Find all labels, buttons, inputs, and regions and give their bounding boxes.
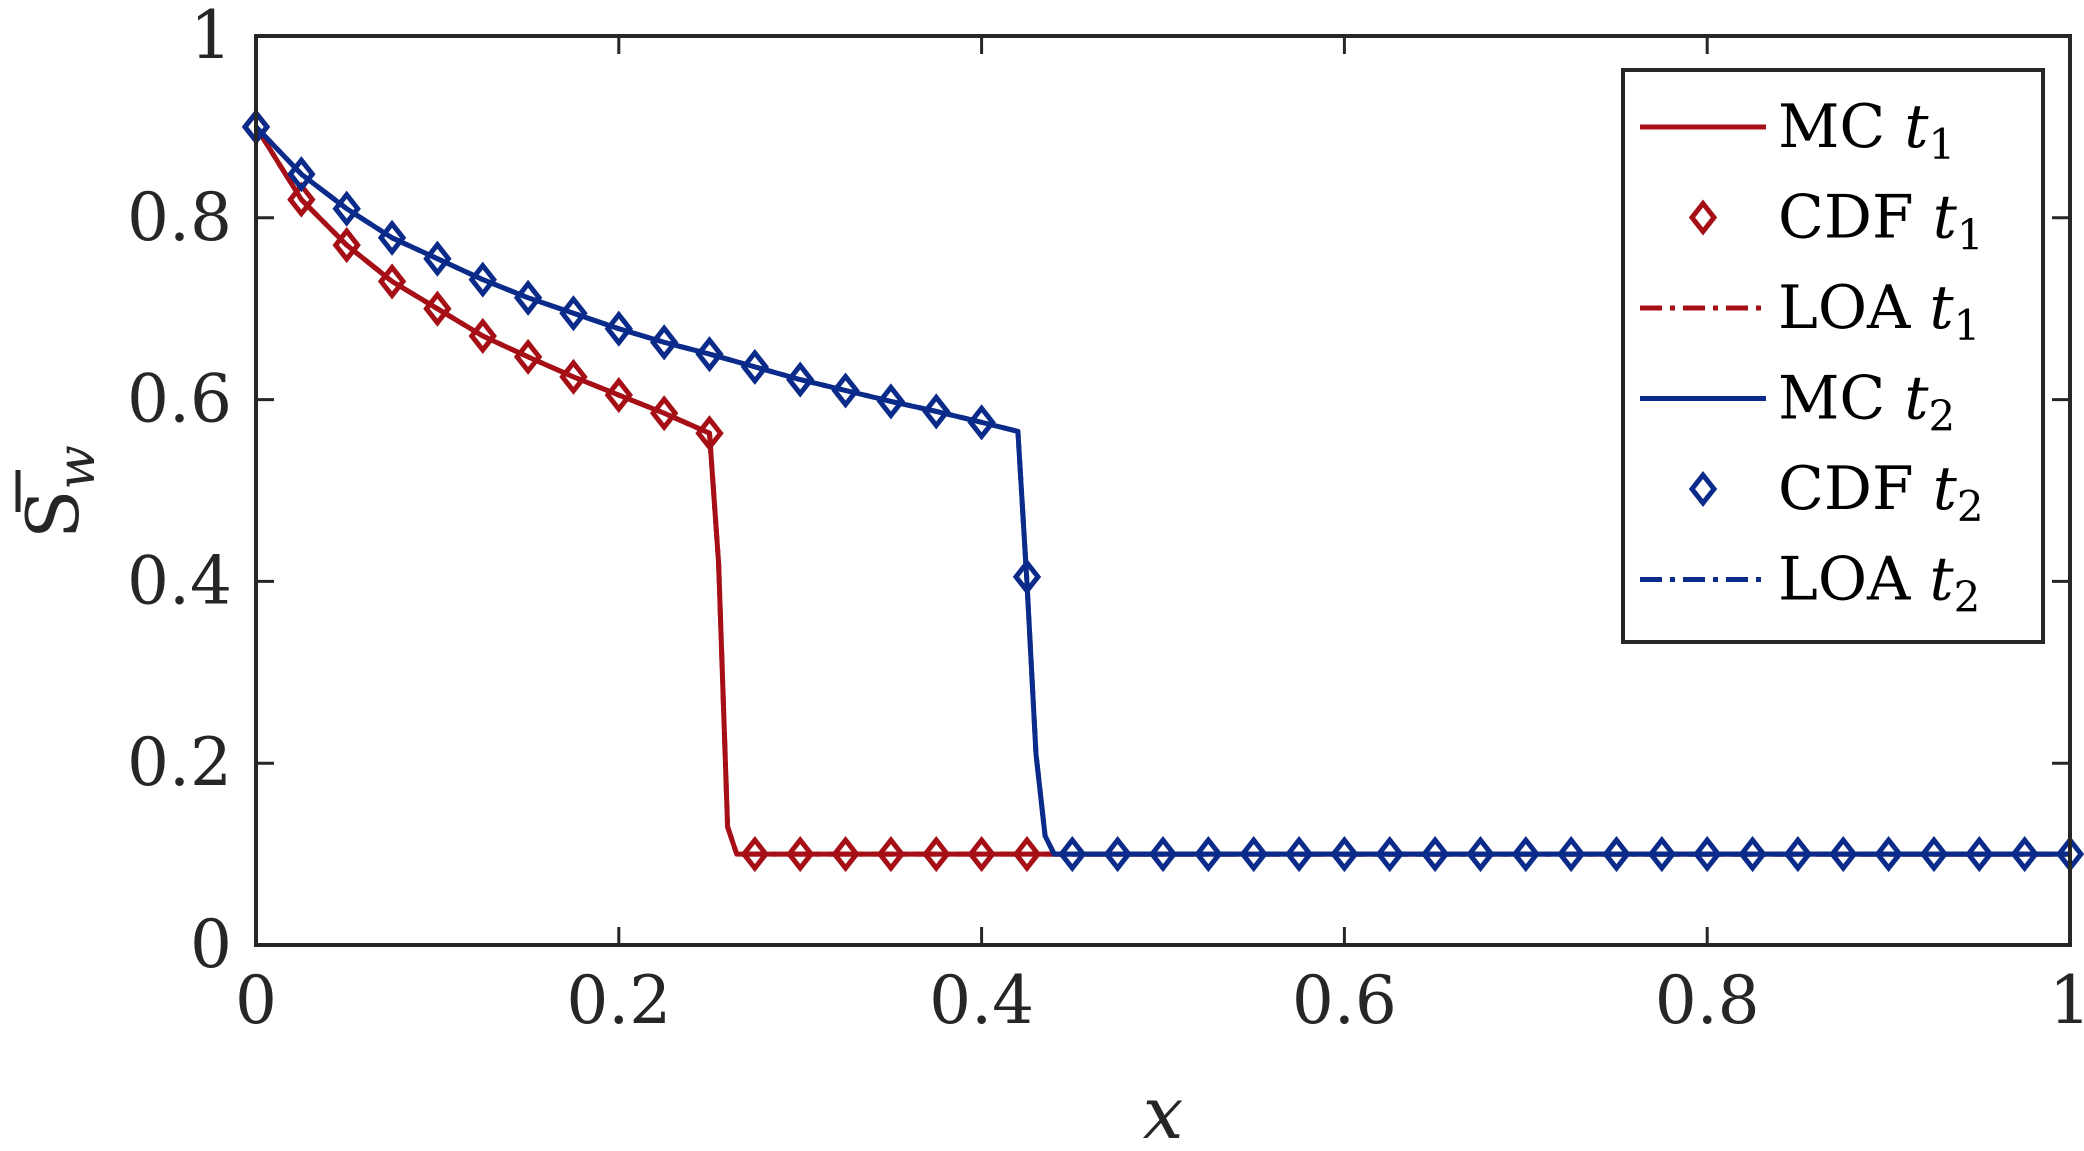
data-point (1012, 836, 1042, 873)
y-tick-label: 0.8 (127, 179, 232, 256)
data-point (1556, 836, 1586, 873)
data-point (649, 324, 679, 361)
plot-frame (254, 34, 2072, 947)
data-point (695, 336, 724, 373)
data-point (831, 836, 860, 873)
legend-marker (1688, 470, 1718, 508)
data-point (604, 377, 633, 414)
data-point (1738, 836, 1767, 873)
data-point (1874, 836, 1903, 873)
data-point (1239, 836, 1268, 873)
x-tick-label: 0.2 (566, 962, 671, 1039)
series-line (253, 125, 2070, 857)
data-point (1829, 836, 1858, 873)
data-point (1783, 836, 1813, 873)
data-point (287, 181, 316, 218)
data-point (1058, 836, 1087, 873)
data-point (1919, 836, 1949, 873)
y-axis-label-sub: w (47, 445, 107, 490)
data-point (740, 348, 770, 385)
legend-label: LOA t1 (1778, 273, 1980, 350)
series-loa-t2 (254, 125, 2070, 857)
data-point (377, 219, 407, 256)
data-point (831, 372, 860, 409)
tick-layer: 0 0.2 0.4 0.6 0.8 1 0 0.2 0.4 0.6 0.8 1 (127, 0, 2084, 1039)
legend-item: MC t1 (1640, 92, 1955, 169)
data-point (922, 393, 951, 430)
y-tick-label: 1 (190, 0, 232, 74)
legend-item: LOA t2 (1640, 545, 1980, 622)
legend-label: CDF t1 (1778, 183, 1984, 260)
data-point (1602, 836, 1631, 873)
data-point (786, 361, 815, 398)
data-point (1284, 836, 1314, 873)
data-point (1965, 836, 1994, 873)
data-point (967, 836, 996, 873)
series-line (254, 125, 2070, 857)
legend-label: CDF t2 (1778, 454, 1984, 531)
data-point (876, 836, 906, 873)
x-tick-label: 0.8 (1655, 962, 1760, 1039)
y-tick-label: 0.4 (127, 542, 232, 619)
data-point (1693, 836, 1722, 873)
legend-entries: MC t1 CDF t1 LOA t1 MC t2 CDF t2 LOA t2 (1640, 92, 1984, 622)
data-point (876, 383, 906, 420)
data-point (1511, 836, 1540, 873)
data-point (377, 263, 407, 300)
data-point (604, 310, 633, 347)
legend-item: CDF t1 (1688, 183, 1984, 260)
data-point (1330, 836, 1359, 873)
data-point (332, 190, 361, 227)
y-tick-label: 0 (190, 906, 232, 983)
legend-item: LOA t1 (1640, 273, 1980, 350)
x-tick-label: 0.4 (929, 962, 1034, 1039)
y-axis-label: Sw (11, 445, 107, 539)
data-point (2010, 836, 2039, 873)
data-point (922, 836, 951, 873)
legend-marker (1688, 199, 1718, 236)
data-point (1647, 836, 1677, 873)
y-tick-label: 0.6 (127, 361, 232, 438)
data-point (1420, 836, 1450, 873)
data-point (649, 395, 679, 432)
legend-label: LOA t2 (1778, 545, 1980, 622)
data-point (1103, 836, 1132, 873)
data-point (1194, 836, 1223, 873)
x-tick-label: 0 (235, 962, 277, 1039)
legend: MC t1 CDF t1 LOA t1 MC t2 CDF t2 LOA t2 (1621, 68, 2045, 644)
legend-label: MC t1 (1778, 92, 1955, 169)
legend-item: MC t2 (1640, 364, 1955, 441)
data-point (786, 836, 815, 873)
data-point (967, 404, 996, 441)
y-axis-label-base: S (11, 490, 95, 539)
x-tick-label: 1 (2049, 962, 2084, 1039)
data-point (740, 836, 770, 873)
svg-text:Sw: Sw (11, 445, 107, 539)
series-layer (241, 108, 2084, 873)
data-point (423, 290, 452, 327)
y-tick-label: 0.2 (127, 724, 232, 801)
legend-label: MC t2 (1778, 364, 1955, 441)
x-tick-label: 0.6 (1292, 962, 1397, 1039)
data-point (1375, 836, 1404, 873)
legend-item: CDF t2 (1688, 454, 1984, 531)
legend-box (1621, 68, 2045, 644)
series-cdf-t1 (241, 108, 1042, 873)
x-axis-label: x (1143, 1071, 1184, 1151)
series-loa-t1 (253, 125, 2070, 857)
data-point (1148, 836, 1178, 873)
data-point (1466, 836, 1495, 873)
